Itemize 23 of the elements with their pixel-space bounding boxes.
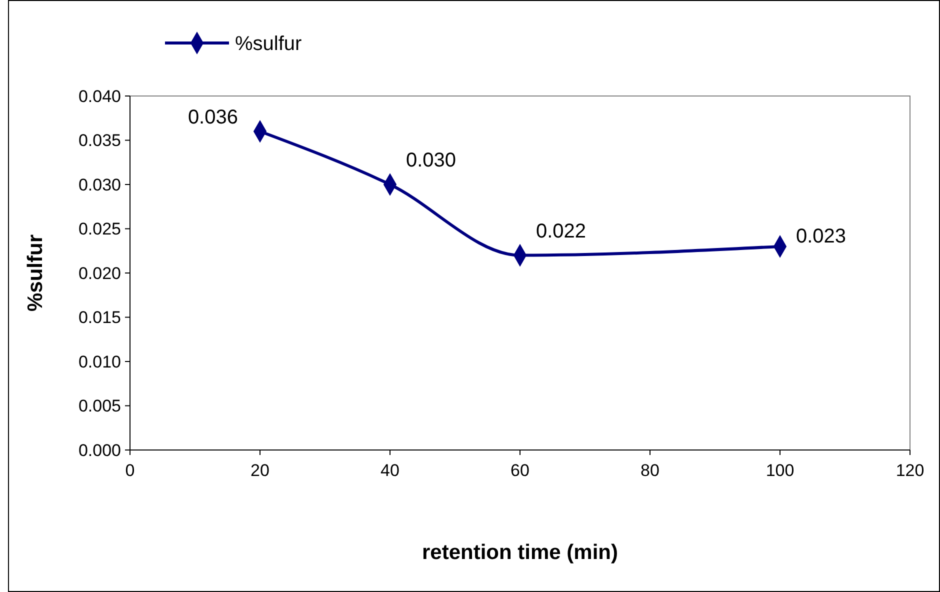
data-label: 0.036 — [188, 106, 238, 128]
x-tick-label: 80 — [640, 461, 660, 480]
data-label: 0.022 — [536, 220, 586, 242]
y-axis-title: %sulfur — [24, 234, 47, 312]
x-axis-title: retention time (min) — [422, 541, 618, 564]
y-tick-label: 0.020 — [78, 264, 121, 283]
legend-label: %sulfur — [235, 33, 302, 55]
y-tick-label: 0.015 — [78, 308, 121, 328]
x-tick-label: 20 — [250, 461, 270, 480]
data-label: 0.030 — [406, 150, 456, 172]
y-tick-label: 0.035 — [78, 131, 121, 150]
x-tick-label: 120 — [896, 461, 924, 480]
y-tick-label: 0.000 — [78, 440, 121, 460]
y-tick-label: 0.010 — [78, 352, 121, 372]
y-tick-label: 0.040 — [78, 86, 121, 106]
x-tick-label: 40 — [380, 461, 400, 480]
x-tick-label: 100 — [766, 461, 794, 480]
y-tick-label: 0.025 — [78, 220, 121, 239]
y-tick-label: 0.005 — [78, 396, 121, 416]
y-tick-label: 0.030 — [78, 175, 121, 194]
x-tick-label: 60 — [510, 461, 530, 480]
data-label: 0.023 — [796, 225, 846, 248]
x-tick-label: 0 — [125, 461, 135, 480]
